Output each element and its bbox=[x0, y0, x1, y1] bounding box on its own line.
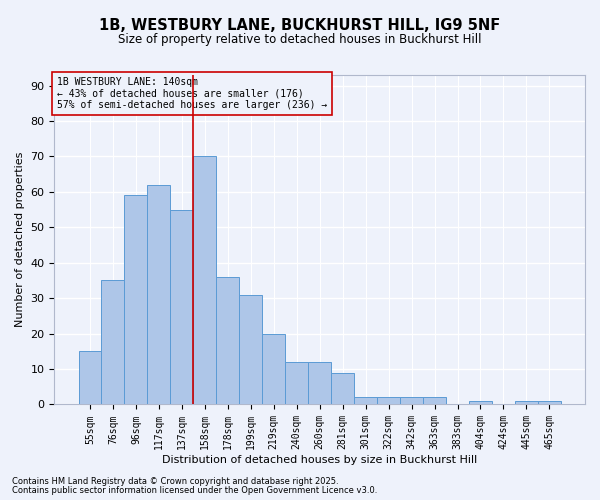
Text: Contains public sector information licensed under the Open Government Licence v3: Contains public sector information licen… bbox=[12, 486, 377, 495]
Text: Contains HM Land Registry data © Crown copyright and database right 2025.: Contains HM Land Registry data © Crown c… bbox=[12, 477, 338, 486]
Bar bbox=[101, 280, 124, 404]
Bar bbox=[423, 398, 446, 404]
Bar bbox=[354, 398, 377, 404]
Text: 1B WESTBURY LANE: 140sqm
← 43% of detached houses are smaller (176)
57% of semi-: 1B WESTBURY LANE: 140sqm ← 43% of detach… bbox=[57, 76, 328, 110]
Y-axis label: Number of detached properties: Number of detached properties bbox=[15, 152, 25, 328]
Bar bbox=[515, 401, 538, 404]
Bar bbox=[331, 372, 354, 404]
Bar bbox=[239, 294, 262, 405]
Bar bbox=[400, 398, 423, 404]
Bar bbox=[469, 401, 492, 404]
Bar bbox=[377, 398, 400, 404]
Bar bbox=[285, 362, 308, 405]
Bar bbox=[124, 196, 148, 404]
Bar bbox=[217, 277, 239, 404]
X-axis label: Distribution of detached houses by size in Buckhurst Hill: Distribution of detached houses by size … bbox=[162, 455, 478, 465]
Bar bbox=[170, 210, 193, 404]
Bar bbox=[308, 362, 331, 405]
Bar bbox=[262, 334, 285, 404]
Bar bbox=[193, 156, 217, 404]
Bar bbox=[538, 401, 561, 404]
Bar bbox=[148, 185, 170, 404]
Bar bbox=[79, 352, 101, 405]
Text: 1B, WESTBURY LANE, BUCKHURST HILL, IG9 5NF: 1B, WESTBURY LANE, BUCKHURST HILL, IG9 5… bbox=[100, 18, 500, 32]
Text: Size of property relative to detached houses in Buckhurst Hill: Size of property relative to detached ho… bbox=[118, 32, 482, 46]
